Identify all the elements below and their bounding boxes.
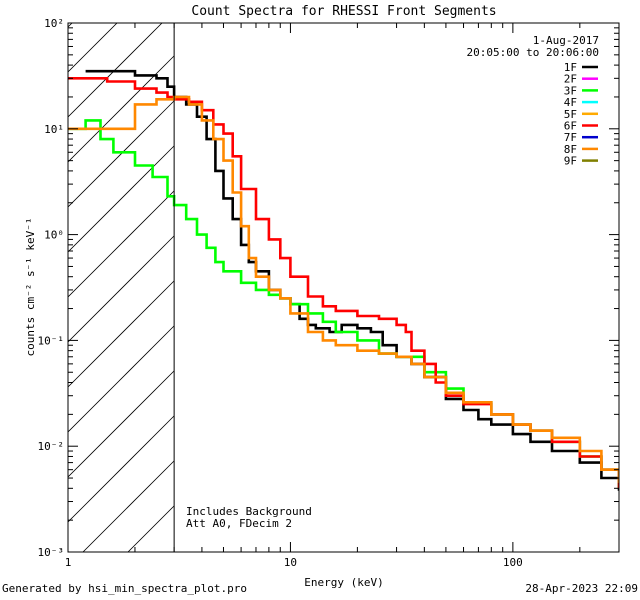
hatch-line — [68, 326, 174, 432]
y-tick-label: 10¹ — [44, 123, 64, 136]
plot-frame — [68, 23, 619, 552]
legend-label-9F: 9F — [564, 155, 577, 168]
axes: 1 10 100 10⁻³ 10⁻² 10⁻¹ 10⁰ 10¹ 10² — [38, 17, 620, 569]
hatch-line — [68, 371, 174, 477]
series-8F — [68, 97, 619, 483]
hatch-line — [68, 461, 174, 567]
hatch-line — [68, 191, 174, 297]
series-6F — [68, 78, 619, 488]
x-tick-label: 100 — [503, 556, 523, 569]
x-tick-label: 10 — [284, 556, 297, 569]
y-tick-label: 10⁻³ — [38, 546, 65, 559]
hatch-line — [68, 236, 174, 342]
hatch-line — [68, 101, 174, 207]
hatch-line — [68, 281, 174, 387]
series-1F — [86, 71, 619, 491]
y-tick-label: 10⁰ — [44, 229, 64, 242]
chart-title: Count Spectra for RHESSI Front Segments — [191, 4, 496, 19]
annotation-attenuator: Att A0, FDecim 2 — [186, 517, 292, 530]
y-axis-label: counts cm⁻² s⁻¹ keV⁻¹ — [24, 217, 37, 356]
hatched-region — [68, 0, 174, 600]
footer-generator: Generated by hsi_min_spectra_plot.pro — [2, 582, 247, 595]
series-layer — [68, 71, 619, 491]
hatch-line — [68, 0, 174, 72]
x-tick-label: 1 — [65, 556, 72, 569]
hatch-line — [68, 11, 174, 117]
spectra-chart: Count Spectra for RHESSI Front Segments … — [0, 0, 640, 600]
footer-timestamp: 28-Apr-2023 22:09 — [525, 582, 638, 595]
y-tick-label: 10⁻² — [38, 440, 65, 453]
hatch-line — [68, 146, 174, 252]
x-axis-label: Energy (keV) — [304, 576, 383, 589]
time-range-label: 20:05:00 to 20:06:00 — [467, 46, 599, 59]
hatch-line — [68, 416, 174, 522]
y-tick-label: 10⁻¹ — [38, 334, 65, 347]
y-tick-label: 10² — [44, 17, 64, 30]
